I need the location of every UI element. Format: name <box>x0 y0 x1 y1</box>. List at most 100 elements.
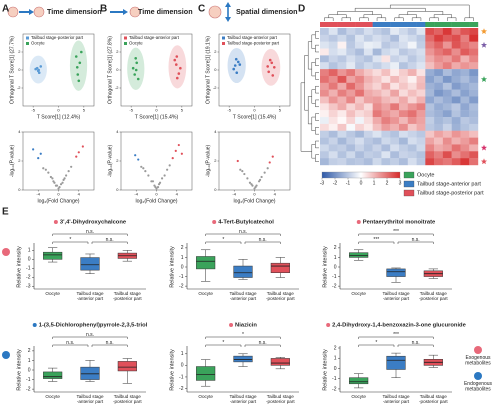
heatmap-cell <box>451 28 461 36</box>
significance-bracket <box>52 344 89 347</box>
heatmap-cell <box>407 130 417 138</box>
y-tick-label: 0 <box>116 67 119 72</box>
heatmap-cell <box>346 75 356 83</box>
x-tick-label: 0 <box>57 192 60 197</box>
point <box>233 64 237 67</box>
x-tick-label: -5 <box>227 108 231 113</box>
heatmap-cell <box>399 55 408 63</box>
x-tick-label: 0 <box>155 192 158 197</box>
y-tick-label: -1 <box>26 266 31 272</box>
legend-label: Tailbud stage-posterior part <box>417 190 484 196</box>
heatmap-cell <box>460 75 470 83</box>
point <box>140 165 143 168</box>
y-tick-label: 0 <box>28 257 31 263</box>
heatmap-cell <box>425 103 435 111</box>
dendrogram <box>315 44 319 53</box>
heatmap-cell <box>320 110 329 118</box>
heatmap-cell <box>390 34 400 42</box>
dendrogram <box>429 17 439 21</box>
point <box>63 177 66 180</box>
heatmap-cell <box>337 96 347 104</box>
heatmap-cell <box>390 117 400 125</box>
heatmap-cell <box>320 130 329 138</box>
legend-swatch <box>403 171 415 179</box>
heatmap-cell <box>363 69 373 77</box>
x-tick-label: 5 <box>83 108 86 113</box>
heatmap-cell <box>337 117 347 125</box>
heatmap-cell <box>399 48 408 56</box>
legend-label: Tailbud stage-anterior part <box>129 35 180 40</box>
heatmap-cell <box>416 144 426 152</box>
dendrogram <box>337 11 373 15</box>
box <box>233 265 253 278</box>
point <box>174 63 178 66</box>
y-tick-label: -1 <box>179 274 184 280</box>
heatmap-cell <box>390 89 400 97</box>
significance-label: * <box>69 237 71 243</box>
class-marker <box>212 220 217 224</box>
point <box>166 168 169 171</box>
heatmap-cell <box>451 103 461 111</box>
heatmap-cell <box>399 96 408 104</box>
x-tick-label: Oocyte <box>198 291 213 296</box>
heatmap-cell <box>363 75 373 83</box>
heatmap-cell <box>346 89 356 97</box>
y-axis-label: -log₁₀(P-value) <box>107 144 113 177</box>
heatmap-cell <box>372 89 382 97</box>
heatmap-cell <box>372 158 382 166</box>
panel-label: B <box>100 4 107 15</box>
heatmap-cell <box>442 130 452 138</box>
heatmap-cell <box>416 110 426 118</box>
dendrogram <box>398 14 417 18</box>
x-tick-label: Tailbud stage -posterior part <box>419 291 448 301</box>
heatmap-cell <box>346 110 356 118</box>
heatmap-cell <box>381 89 391 97</box>
heatmap-cell <box>320 34 329 42</box>
heatmap-cell <box>363 55 373 63</box>
heatmap-cell <box>346 28 356 36</box>
point <box>75 66 79 69</box>
heatmap-cell <box>390 41 400 49</box>
dendrogram <box>315 31 319 39</box>
heatmap-cell <box>451 34 461 42</box>
heatmap-cell <box>355 123 365 131</box>
heatmap-cell <box>355 62 365 70</box>
heatmap-cell <box>407 158 417 166</box>
box <box>270 358 290 366</box>
legend-label: Tailbud stage-posterior part <box>31 35 84 40</box>
chart-title: 4-Tert-Butylcatechol <box>218 220 274 226</box>
heatmap-cell <box>381 75 391 83</box>
colorbar-tick-label: 2 <box>386 180 389 186</box>
y-axis-label: Relative intensity <box>322 246 328 288</box>
heatmap-cell <box>416 69 426 77</box>
point <box>175 76 179 80</box>
heatmap-cell <box>355 130 365 138</box>
group-strip <box>320 22 329 27</box>
heatmap-cell <box>407 123 417 131</box>
x-tick-label: Oocyte <box>351 394 366 399</box>
heatmap-cell <box>346 55 356 63</box>
heatmap-cell <box>434 75 444 83</box>
point <box>131 66 135 70</box>
group-strip <box>416 22 426 27</box>
plot-frame <box>22 131 95 191</box>
heatmap-cell <box>442 96 452 104</box>
point <box>236 60 240 64</box>
y-tick-label: 2 <box>18 158 21 163</box>
y-tick-label: -2 <box>332 283 337 289</box>
point <box>179 66 182 70</box>
group-strip <box>381 22 391 27</box>
heatmap-cell <box>390 110 400 118</box>
heatmap-cell <box>399 28 408 36</box>
heatmap-cell <box>320 69 329 77</box>
heatmap-cell <box>407 137 417 145</box>
heatmap-cell <box>399 82 408 90</box>
heatmap-cell <box>337 75 347 83</box>
y-tick-label: -2 <box>115 85 119 90</box>
panel-label: A <box>2 4 9 15</box>
group-strip <box>346 22 356 27</box>
heatmap-cell <box>442 82 452 90</box>
point <box>239 168 242 171</box>
heatmap-cell <box>460 123 470 131</box>
